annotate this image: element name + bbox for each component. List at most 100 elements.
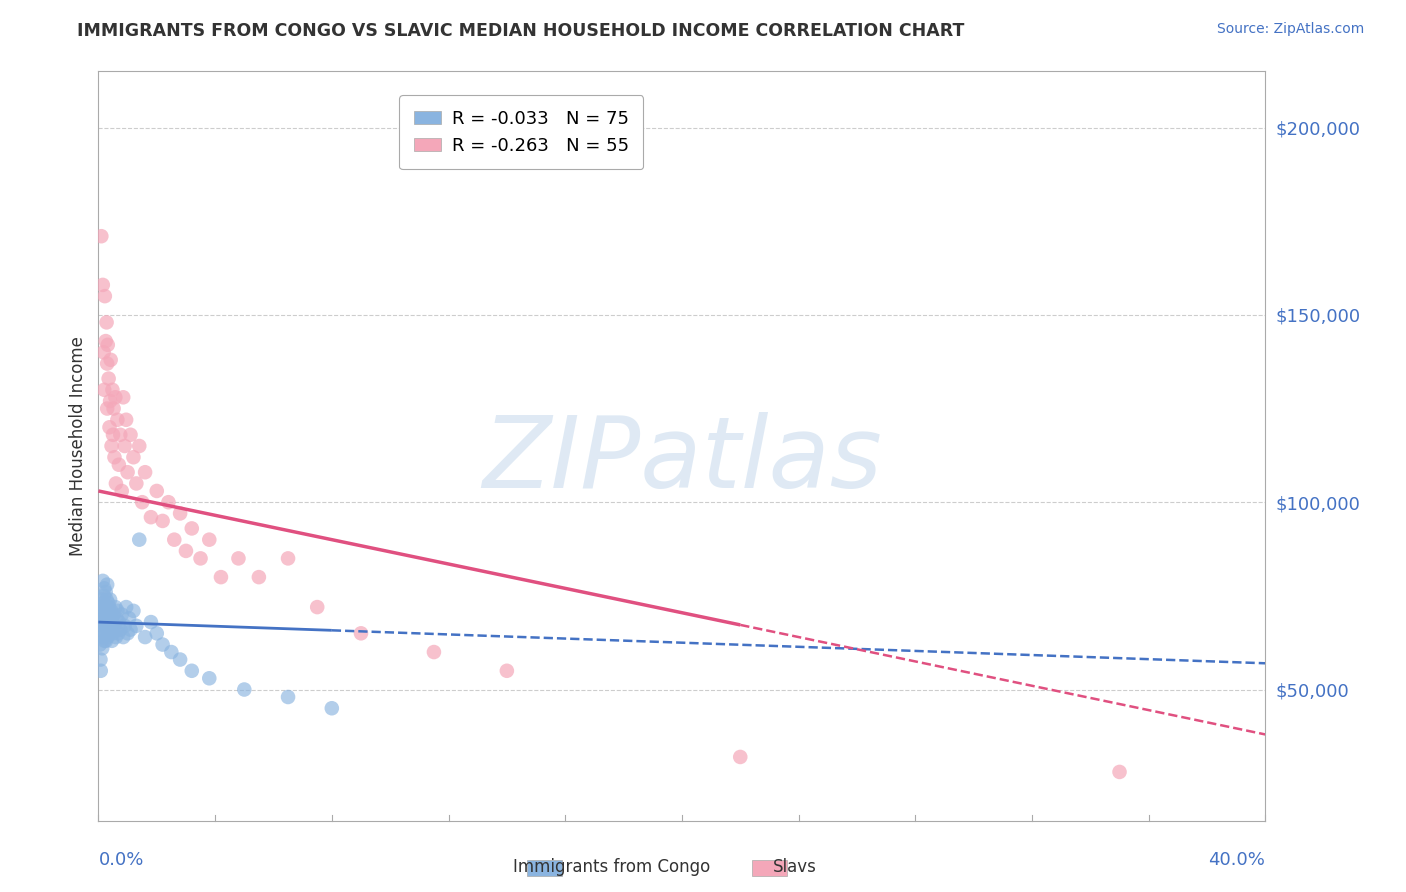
Point <box>98 394 121 409</box>
Point <box>100 352 122 367</box>
Point <box>114 439 136 453</box>
Point <box>117 626 139 640</box>
Point <box>97 371 120 385</box>
Point <box>112 390 135 404</box>
Point <box>96 619 118 633</box>
Point <box>139 615 162 629</box>
Point <box>174 544 197 558</box>
Point <box>104 476 127 491</box>
Point <box>112 630 135 644</box>
Point <box>90 615 112 629</box>
Point <box>101 615 124 629</box>
Point <box>93 619 115 633</box>
Legend: R = -0.033   N = 75, R = -0.263   N = 55: R = -0.033 N = 75, R = -0.263 N = 55 <box>399 95 643 169</box>
Point <box>105 413 128 427</box>
Point <box>98 626 121 640</box>
Point <box>103 607 125 622</box>
Point <box>103 619 125 633</box>
Point <box>122 450 145 465</box>
Point <box>423 645 446 659</box>
Text: Slavs: Slavs <box>772 858 817 876</box>
Point <box>101 626 124 640</box>
Point <box>97 600 120 615</box>
Point <box>90 664 112 678</box>
Point <box>1108 764 1130 779</box>
Point <box>146 626 169 640</box>
Point <box>101 633 124 648</box>
Point <box>115 600 138 615</box>
Point <box>152 638 174 652</box>
Point <box>120 427 142 442</box>
Point <box>90 229 112 244</box>
Text: Immigrants from Congo: Immigrants from Congo <box>513 858 710 876</box>
Point <box>93 611 115 625</box>
Point <box>108 458 131 472</box>
Point <box>110 623 132 637</box>
Point <box>277 690 299 704</box>
Point <box>94 600 117 615</box>
Point <box>97 615 120 629</box>
Point <box>97 623 120 637</box>
Text: Source: ZipAtlas.com: Source: ZipAtlas.com <box>1216 22 1364 37</box>
Point <box>94 334 117 348</box>
Point <box>730 750 752 764</box>
Point <box>111 483 134 498</box>
Point <box>321 701 343 715</box>
Point <box>96 611 118 625</box>
Point <box>94 585 117 599</box>
Point <box>350 626 373 640</box>
Point <box>91 623 114 637</box>
Point <box>98 592 121 607</box>
Point <box>146 483 169 498</box>
Text: ZIPatlas: ZIPatlas <box>482 412 882 509</box>
Point <box>247 570 270 584</box>
Point <box>105 611 128 625</box>
Point <box>107 626 129 640</box>
Point <box>190 551 212 566</box>
Point <box>89 652 111 666</box>
Point <box>125 619 148 633</box>
Point <box>104 600 127 615</box>
Point <box>118 611 141 625</box>
Y-axis label: Median Household Income: Median Household Income <box>69 336 87 556</box>
Point <box>139 510 162 524</box>
Point <box>134 630 156 644</box>
Point <box>198 533 221 547</box>
Point <box>96 577 118 591</box>
Point <box>90 592 112 607</box>
Point <box>104 390 127 404</box>
Point <box>94 633 117 648</box>
Point <box>93 633 115 648</box>
Point <box>169 652 191 666</box>
Point <box>96 357 118 371</box>
Point <box>98 420 121 434</box>
Point <box>96 592 118 607</box>
Point <box>91 596 114 610</box>
Point <box>91 641 114 656</box>
Text: 0.0%: 0.0% <box>98 851 143 869</box>
Point <box>125 476 148 491</box>
Point <box>100 604 122 618</box>
Point <box>98 607 121 622</box>
Point <box>198 671 221 685</box>
Point <box>163 533 186 547</box>
Point <box>96 630 118 644</box>
Point <box>180 521 202 535</box>
Point <box>94 615 117 629</box>
Point <box>110 427 132 442</box>
Point <box>97 611 120 625</box>
Point <box>100 623 122 637</box>
Point <box>277 551 299 566</box>
Point <box>108 615 131 629</box>
Point <box>233 682 256 697</box>
Point <box>96 604 118 618</box>
Point <box>105 604 128 618</box>
Point <box>120 623 142 637</box>
Point <box>91 574 114 588</box>
Point <box>111 607 134 622</box>
Point <box>93 589 115 603</box>
Point <box>90 607 112 622</box>
Point <box>122 604 145 618</box>
Point <box>103 401 125 416</box>
Point <box>157 495 180 509</box>
